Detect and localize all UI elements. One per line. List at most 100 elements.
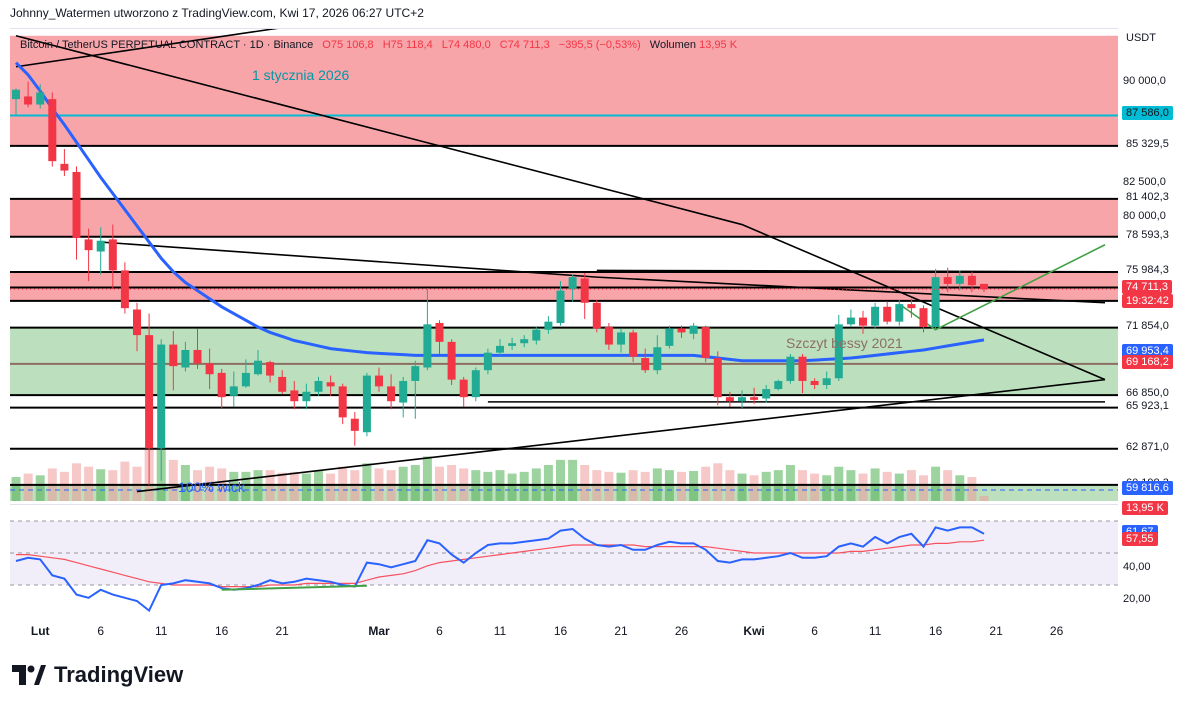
candle-body <box>520 339 529 344</box>
candle <box>883 301 892 325</box>
candle-body <box>980 283 988 290</box>
candle <box>145 313 154 485</box>
volume-bar <box>72 463 81 501</box>
price-axis-tag: 69 168,2 <box>1122 354 1173 369</box>
volume-bar <box>604 471 614 501</box>
volume-bar <box>749 475 759 501</box>
rsi-value-tag: 57,55 <box>1122 531 1158 546</box>
candle-body <box>544 321 553 330</box>
rsi-chart[interactable] <box>10 505 1118 617</box>
price-pane[interactable]: Bitcoin / TetherUS PERPETUAL CONTRACT · … <box>10 28 1118 501</box>
legend-change: −395,5 (−0,53%) <box>558 39 641 51</box>
time-tick-label: 21 <box>275 624 289 638</box>
candle-body <box>750 397 759 400</box>
time-tick-label: 26 <box>674 624 689 638</box>
candle-body <box>496 345 504 353</box>
candle-body <box>859 317 867 326</box>
time-tick-label: 21 <box>614 624 628 638</box>
candle <box>229 371 238 407</box>
price-axis-tag: 13,95 K <box>1122 501 1168 516</box>
price-axis-tag: 19:32:42 <box>1122 293 1173 308</box>
candle-body <box>701 327 710 359</box>
price-axis-tag: USDT <box>1122 30 1160 45</box>
candle-body <box>774 380 783 390</box>
time-tick-label: 6 <box>436 624 443 638</box>
candle <box>520 335 529 348</box>
candle <box>326 375 335 396</box>
candle <box>483 348 492 375</box>
price-chart[interactable] <box>10 29 1118 501</box>
candle-body <box>955 275 964 284</box>
candle <box>120 262 129 314</box>
candle-body <box>108 239 117 271</box>
tradingview-logo: TradingView <box>12 662 183 688</box>
candle <box>205 348 214 390</box>
price-tick-label: 90 000,0 <box>1123 74 1166 87</box>
level-price-tag: 81 402,3 <box>1122 189 1173 204</box>
candle-body <box>399 380 408 403</box>
candle-body <box>834 324 843 379</box>
candle-body <box>84 239 93 251</box>
price-axis-tag: 74 711,3 <box>1122 280 1173 295</box>
level-price-tag: 85 329,5 <box>1122 136 1173 151</box>
candle <box>653 335 662 375</box>
volume-bar <box>967 477 977 501</box>
time-tick-label: 26 <box>1049 624 1064 638</box>
candle-body <box>217 372 226 398</box>
candle <box>810 378 819 390</box>
candle <box>290 380 299 410</box>
legend-high: H75 118,4 <box>382 39 433 51</box>
volume-bar <box>229 471 239 501</box>
annotation-bear-peak: Szczyt bessy 2021 <box>786 335 903 351</box>
candle-body <box>592 302 601 329</box>
candle-body <box>580 278 589 303</box>
candle <box>84 228 93 282</box>
candle-body <box>362 375 371 433</box>
candle <box>822 371 831 390</box>
legend-symbol: Bitcoin / TetherUS PERPETUAL CONTRACT · … <box>20 39 314 51</box>
candle <box>629 329 638 363</box>
candle <box>157 339 166 481</box>
candle <box>399 376 408 418</box>
candle <box>556 281 565 326</box>
candle-body <box>181 349 190 368</box>
time-tick-label: Kwi <box>743 624 765 638</box>
volume-bar <box>519 471 529 501</box>
price-axis[interactable]: 90 000,0 82 500,0 80 000,0 87 586,0 85 329,5… <box>1118 28 1200 618</box>
trend-line-0 <box>15 34 1106 381</box>
candle-body <box>617 332 625 345</box>
volume-bar <box>168 459 178 501</box>
volume-bar <box>289 471 299 501</box>
candle-body <box>278 376 287 392</box>
rsi-pane[interactable] <box>10 504 1118 617</box>
candle-body <box>266 362 275 376</box>
volume-bar <box>543 465 553 501</box>
time-tick-label: 6 <box>811 624 818 638</box>
candle <box>169 331 178 391</box>
level-price-tag: 62 871,0 <box>1122 439 1173 454</box>
time-axis[interactable]: Lut 6 11 16 21 Mar 6 11 16 21 26 Kwi 6 11 16 21 26 <box>10 620 1118 640</box>
level-price-tag: 75 984,3 <box>1122 262 1173 277</box>
candle <box>592 300 601 333</box>
candle <box>713 351 722 406</box>
candle-body <box>145 335 154 449</box>
candle <box>786 354 795 384</box>
candle <box>278 370 287 395</box>
candle-body <box>919 308 928 328</box>
candle <box>604 322 613 350</box>
candle-body <box>883 306 892 322</box>
candle <box>72 166 81 260</box>
time-tick-label: 11 <box>868 624 882 638</box>
candle <box>24 81 33 108</box>
candle <box>266 360 275 383</box>
candle-body <box>568 277 577 290</box>
candle-body <box>411 366 420 381</box>
volume-bar <box>59 471 69 501</box>
level-price-tag: 66 850,0 <box>1122 386 1173 401</box>
legend-low: L74 480,0 <box>441 39 491 51</box>
legend-open: O75 106,8 <box>322 39 374 51</box>
volume-bar <box>858 473 868 501</box>
candle <box>60 149 69 176</box>
volume-bar <box>422 456 432 501</box>
level-price-tag: 71 854,0 <box>1122 318 1173 333</box>
